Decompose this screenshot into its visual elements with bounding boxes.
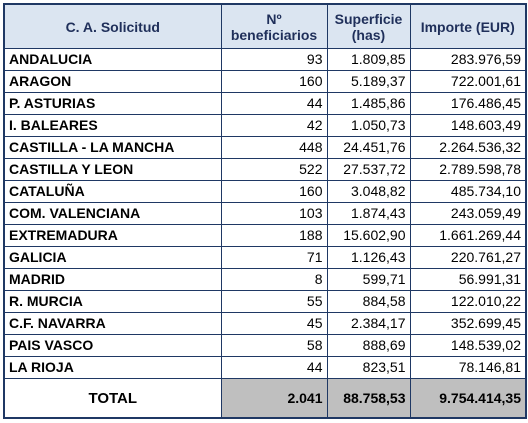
value-cell: 884,58: [326, 290, 411, 313]
header-cell: Importe (EUR): [409, 3, 527, 49]
region-cell: GALICIA: [3, 246, 222, 269]
value-cell: 2.789.598,78: [409, 158, 527, 181]
region-cell: P. ASTURIAS: [3, 92, 222, 115]
value-cell: 722.001,61: [409, 70, 527, 93]
value-cell: 3.048,82: [326, 180, 411, 203]
value-cell: 188: [220, 224, 328, 247]
header-cell: Superficie (has): [326, 3, 411, 49]
value-cell: 122.010,22: [409, 290, 527, 313]
table-row: PAIS VASCO 58 888,69 148.539,02: [3, 334, 527, 357]
value-cell: 448: [220, 136, 328, 159]
value-cell: 1.485,86: [326, 92, 411, 115]
value-cell: 823,51: [326, 356, 411, 379]
data-table: C. A. Solicitud Nº beneficiarios Superficie…: [3, 3, 527, 419]
value-cell: 283.976,59: [409, 48, 527, 71]
region-cell: CATALUÑA: [3, 180, 222, 203]
table-row: EXTREMADURA 188 15.602,90 1.661.269,44: [3, 224, 527, 247]
region-cell: ANDALUCIA: [3, 48, 222, 71]
value-cell: 352.699,45: [409, 312, 527, 335]
value-cell: 24.451,76: [326, 136, 411, 159]
region-cell: ARAGON: [3, 70, 222, 93]
region-cell: MADRID: [3, 268, 222, 291]
total-value: 88.758,53: [326, 378, 411, 419]
region-cell: COM. VALENCIANA: [3, 202, 222, 225]
table-body: ANDALUCIA 93 1.809,85 283.976,59 ARAGON 160 5.…: [3, 48, 527, 379]
value-cell: 243.059,49: [409, 202, 527, 225]
header-text: Nº: [266, 10, 282, 27]
header-row: C. A. Solicitud Nº beneficiarios Superficie…: [3, 3, 527, 49]
value-cell: 160: [220, 180, 328, 203]
value-cell: 103: [220, 202, 328, 225]
value-cell: 2.384,17: [326, 312, 411, 335]
table-footer: TOTAL 2.041 88.758,53 9.754.414,35: [3, 378, 527, 419]
total-row: TOTAL 2.041 88.758,53 9.754.414,35: [3, 378, 527, 419]
region-cell: I. BALEARES: [3, 114, 222, 137]
value-cell: 93: [220, 48, 328, 71]
value-cell: 27.537,72: [326, 158, 411, 181]
value-cell: 5.189,37: [326, 70, 411, 93]
region-cell: R. MURCIA: [3, 290, 222, 313]
header-text: C. A. Solicitud: [65, 18, 160, 35]
table-row: CASTILLA Y LEON 522 27.537,72 2.789.598,78: [3, 158, 527, 181]
table-row: I. BALEARES 42 1.050,73 148.603,49: [3, 114, 527, 137]
table-row: ARAGON 160 5.189,37 722.001,61: [3, 70, 527, 93]
value-cell: 58: [220, 334, 328, 357]
header-cell: Nº beneficiarios: [220, 3, 328, 49]
value-cell: 2.264.536,32: [409, 136, 527, 159]
table-row: CASTILLA - LA MANCHA 448 24.451,76 2.264.53…: [3, 136, 527, 159]
table-row: GALICIA 71 1.126,43 220.761,27: [3, 246, 527, 269]
table-row: ANDALUCIA 93 1.809,85 283.976,59: [3, 48, 527, 71]
value-cell: 220.761,27: [409, 246, 527, 269]
total-label: TOTAL: [3, 378, 222, 419]
value-cell: 160: [220, 70, 328, 93]
value-cell: 55: [220, 290, 328, 313]
value-cell: 522: [220, 158, 328, 181]
region-cell: CASTILLA Y LEON: [3, 158, 222, 181]
total-value: 2.041: [220, 378, 328, 419]
region-cell: C.F. NAVARRA: [3, 312, 222, 335]
value-cell: 8: [220, 268, 328, 291]
value-cell: 176.486,45: [409, 92, 527, 115]
table-row: MADRID 8 599,71 56.991,31: [3, 268, 527, 291]
table-row: C.F. NAVARRA 45 2.384,17 352.699,45: [3, 312, 527, 335]
header-text: (has): [351, 26, 386, 43]
value-cell: 1.809,85: [326, 48, 411, 71]
value-cell: 42: [220, 114, 328, 137]
header-text: Superficie: [334, 10, 403, 27]
table-row: LA RIOJA 44 823,51 78.146,81: [3, 356, 527, 379]
value-cell: 888,69: [326, 334, 411, 357]
value-cell: 71: [220, 246, 328, 269]
header-cell: C. A. Solicitud: [3, 3, 222, 49]
header-text: Importe (EUR): [420, 18, 515, 35]
value-cell: 1.126,43: [326, 246, 411, 269]
value-cell: 44: [220, 356, 328, 379]
value-cell: 45: [220, 312, 328, 335]
table-row: COM. VALENCIANA 103 1.874,43 243.059,49: [3, 202, 527, 225]
value-cell: 56.991,31: [409, 268, 527, 291]
region-cell: LA RIOJA: [3, 356, 222, 379]
value-cell: 485.734,10: [409, 180, 527, 203]
value-cell: 44: [220, 92, 328, 115]
region-cell: EXTREMADURA: [3, 224, 222, 247]
table-row: CATALUÑA 160 3.048,82 485.734,10: [3, 180, 527, 203]
value-cell: 78.146,81: [409, 356, 527, 379]
value-cell: 148.539,02: [409, 334, 527, 357]
header-text: beneficiarios: [230, 26, 318, 43]
table-row: R. MURCIA 55 884,58 122.010,22: [3, 290, 527, 313]
value-cell: 599,71: [326, 268, 411, 291]
value-cell: 15.602,90: [326, 224, 411, 247]
value-cell: 1.050,73: [326, 114, 411, 137]
value-cell: 148.603,49: [409, 114, 527, 137]
value-cell: 1.661.269,44: [409, 224, 527, 247]
table-row: P. ASTURIAS 44 1.485,86 176.486,45: [3, 92, 527, 115]
region-cell: CASTILLA - LA MANCHA: [3, 136, 222, 159]
value-cell: 1.874,43: [326, 202, 411, 225]
table-header: C. A. Solicitud Nº beneficiarios Superficie…: [3, 3, 527, 49]
total-value: 9.754.414,35: [409, 378, 527, 419]
region-cell: PAIS VASCO: [3, 334, 222, 357]
